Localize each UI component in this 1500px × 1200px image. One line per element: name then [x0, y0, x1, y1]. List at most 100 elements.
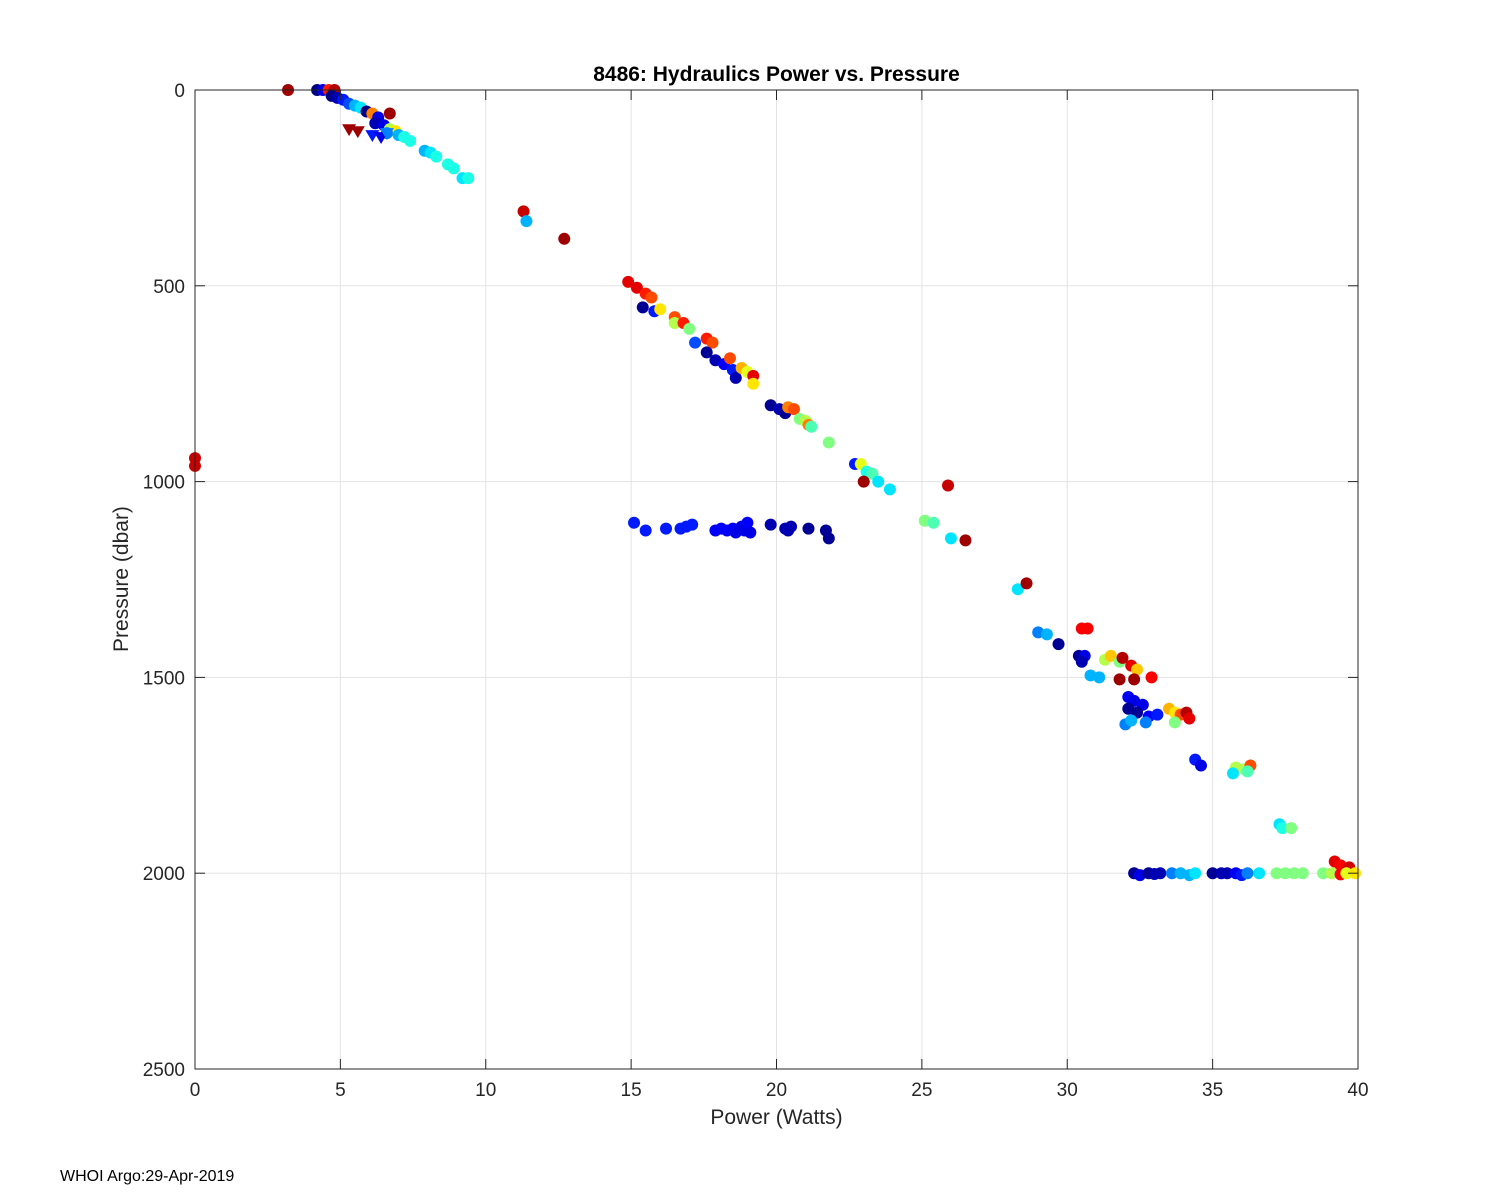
data-point	[927, 516, 940, 529]
footer-credit: WHOI Argo:29-Apr-2019	[60, 1168, 235, 1185]
data-point	[1131, 663, 1144, 676]
data-point	[639, 524, 652, 537]
x-axis-label: Power (Watts)	[710, 1106, 842, 1129]
data-point	[706, 336, 719, 349]
y-tick-label: 1000	[143, 473, 185, 494]
data-point-triangle	[350, 126, 365, 139]
data-point	[654, 303, 667, 316]
data-point	[1241, 765, 1254, 778]
data-point	[764, 518, 777, 531]
y-tick-label: 2500	[143, 1060, 185, 1081]
data-point	[1116, 651, 1129, 664]
data-point	[1052, 638, 1065, 651]
y-tick-label: 500	[153, 277, 185, 298]
data-point	[1285, 822, 1298, 835]
data-point	[1151, 708, 1164, 721]
y-tick-label: 1500	[143, 668, 185, 689]
data-point	[462, 172, 475, 185]
data-point	[1020, 577, 1033, 590]
data-point	[1189, 867, 1202, 880]
data-point	[1145, 671, 1158, 684]
x-tick-label: 35	[1202, 1080, 1223, 1101]
data-point	[1168, 716, 1181, 729]
y-tick-label: 2000	[143, 864, 185, 885]
data-point	[1113, 673, 1126, 686]
data-point	[1253, 867, 1266, 880]
x-tick-label: 0	[190, 1080, 201, 1101]
data-point	[645, 291, 658, 304]
data-point	[1125, 714, 1138, 727]
data-point	[1270, 867, 1283, 880]
data-point	[383, 107, 396, 120]
data-point	[741, 516, 754, 529]
data-point	[1183, 712, 1196, 725]
grid-lines	[194, 89, 1359, 1070]
data-point	[1276, 822, 1289, 835]
data-point	[517, 205, 530, 218]
data-point	[822, 436, 835, 449]
data-point	[430, 150, 443, 163]
data-point	[689, 336, 702, 349]
data-point	[805, 420, 818, 433]
data-point	[747, 377, 760, 390]
data-point	[787, 403, 800, 416]
data-point	[447, 162, 460, 175]
data-point	[1279, 867, 1292, 880]
axis-ticks: 0 5 10 15 20 25 30 35 40 0 500 1000 1500 2000 2500	[143, 81, 1369, 1101]
data-point	[1011, 583, 1024, 596]
data-point	[723, 352, 736, 365]
data-point	[1206, 867, 1219, 880]
data-point	[1325, 867, 1338, 880]
data-point	[700, 346, 713, 359]
data-point	[857, 475, 870, 488]
data-point	[1104, 649, 1117, 662]
y-tick-label: 0	[174, 81, 185, 102]
data-point	[1241, 867, 1254, 880]
data-point	[558, 232, 571, 245]
data-point	[668, 317, 681, 330]
data-point	[1128, 673, 1141, 686]
data-point	[1139, 716, 1152, 729]
data-point	[1288, 867, 1301, 880]
data-point	[1093, 671, 1106, 684]
data-point	[520, 215, 533, 228]
data-point	[628, 516, 641, 529]
data-point	[660, 522, 673, 535]
x-tick-label: 15	[621, 1080, 642, 1101]
data-point	[942, 479, 955, 492]
data-point	[1296, 867, 1309, 880]
data-point	[404, 134, 417, 147]
data-point	[1221, 867, 1234, 880]
data-point	[683, 322, 696, 335]
data-point	[636, 301, 649, 314]
data-point	[1081, 622, 1094, 635]
data-point	[802, 522, 815, 535]
data-point	[883, 483, 896, 496]
data-point	[1226, 767, 1239, 780]
x-tick-label: 25	[911, 1080, 932, 1101]
data-point	[872, 475, 885, 488]
data-point	[959, 534, 972, 547]
data-point	[1340, 867, 1353, 880]
data-point	[1194, 759, 1207, 772]
data-point	[822, 532, 835, 545]
data-point	[744, 526, 757, 539]
data-point	[630, 281, 643, 294]
data-points	[189, 84, 1362, 882]
x-tick-label: 20	[766, 1080, 787, 1101]
data-point	[1154, 867, 1167, 880]
chart-title: 8486: Hydraulics Power vs. Pressure	[593, 63, 960, 86]
y-axis-label: Pressure (dbar)	[110, 506, 133, 652]
data-point	[686, 518, 699, 531]
data-point-triangle	[379, 128, 394, 141]
data-point	[622, 275, 635, 288]
data-point	[782, 524, 795, 537]
x-tick-label: 10	[475, 1080, 496, 1101]
x-tick-label: 30	[1057, 1080, 1078, 1101]
data-point	[1317, 867, 1330, 880]
data-point	[729, 371, 742, 384]
data-point	[1165, 867, 1178, 880]
x-tick-label: 40	[1347, 1080, 1368, 1101]
data-point	[1075, 655, 1088, 668]
